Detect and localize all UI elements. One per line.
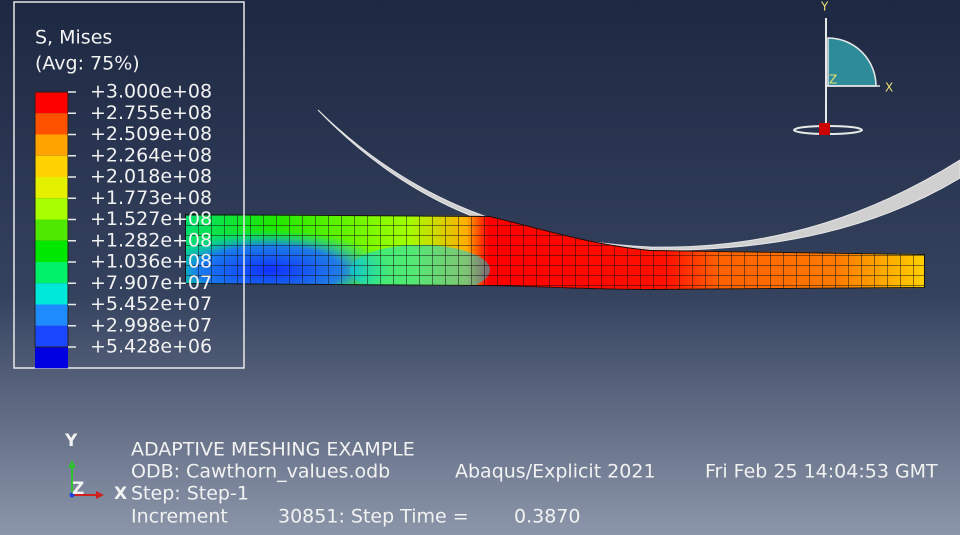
view-triad: Y Z X [793, 0, 893, 135]
legend-label: +1.527e+08 [90, 208, 212, 230]
legend-band [35, 92, 68, 114]
triad-label: Y [64, 431, 78, 451]
legend-band [35, 155, 68, 177]
info-increment: 30851: Step Time = [278, 506, 469, 528]
legend-band [35, 304, 68, 326]
info-date: Fri Feb 25 14:04:53 GMT [705, 461, 938, 483]
info-title: ADAPTIVE MESHING EXAMPLE [131, 439, 415, 461]
info-odb: ODB: Cawthorn_values.odb [131, 461, 390, 483]
legend-label: +1.036e+08 [90, 251, 212, 273]
info-step: Step: Step-1 [131, 483, 249, 505]
legend-band [35, 325, 68, 347]
legend-label: +5.452e+07 [90, 293, 212, 315]
legend-label: +7.907e+07 [90, 272, 212, 294]
info-step-time: 0.3870 [514, 506, 580, 528]
triad-label: Z [72, 479, 84, 499]
legend-subtitle: (Avg: 75%) [35, 53, 140, 75]
legend-band [35, 240, 68, 262]
triad-label: X [885, 81, 893, 95]
legend-band [35, 283, 68, 305]
legend-band [35, 219, 68, 241]
info-increment-label: Increment [131, 506, 228, 528]
legend-label: +1.282e+08 [90, 229, 212, 251]
legend-label: +1.773e+08 [90, 187, 212, 209]
triad-label: Y [820, 0, 829, 14]
legend-label: +5.428e+06 [90, 336, 212, 358]
info-solver: Abaqus/Explicit 2021 [455, 461, 656, 483]
legend-box [13, 1, 245, 369]
legend-band [35, 198, 68, 220]
triad-label: X [114, 484, 127, 504]
legend-band [35, 347, 68, 369]
legend-label: +2.755e+08 [90, 102, 212, 124]
legend-band [35, 177, 68, 199]
triad-label: Z [829, 73, 837, 87]
legend-label: +2.998e+07 [90, 314, 212, 336]
legend-band [35, 262, 68, 284]
legend-title: S, Mises [35, 27, 112, 49]
legend-band [35, 134, 68, 156]
legend-label: +2.264e+08 [90, 144, 212, 166]
legend-band [35, 113, 68, 135]
legend-label: +3.000e+08 [90, 81, 212, 103]
legend-label: +2.509e+08 [90, 123, 212, 145]
legend-scale: +3.000e+08+2.755e+08+2.509e+08+2.264e+08… [34, 81, 212, 369]
corner-triad: Y Z X [64, 431, 127, 504]
legend-label: +2.018e+08 [90, 166, 212, 188]
